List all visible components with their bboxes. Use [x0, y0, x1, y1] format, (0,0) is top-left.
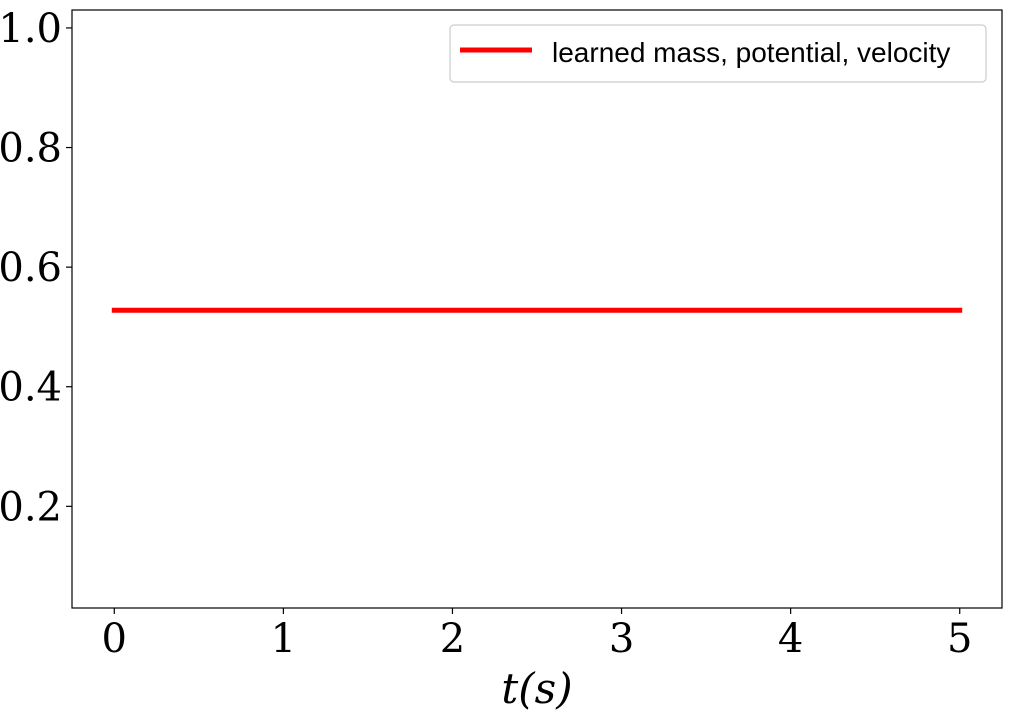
- x-tick-label: 4: [778, 616, 803, 662]
- x-tick-label: 1: [271, 616, 296, 662]
- y-tick-label: 0.6: [0, 245, 62, 291]
- x-tick-label: 3: [609, 616, 634, 662]
- x-tick-label: 2: [440, 616, 465, 662]
- y-tick-label: 0.2: [0, 484, 62, 530]
- x-tick-label: 0: [102, 616, 127, 662]
- legend-label: learned mass, potential, velocity: [552, 37, 950, 68]
- y-tick-label: 0.4: [0, 365, 62, 411]
- x-tick-label: 5: [947, 616, 972, 662]
- legend-box: [449, 24, 987, 83]
- legend: learned mass, potential, velocity: [449, 24, 987, 83]
- x-axis-label: t(s): [501, 664, 572, 713]
- y-tick-label: 1.0: [0, 6, 62, 52]
- y-tick-label: 0.8: [0, 126, 62, 172]
- y-axis-ticks: 0.2 0.4 0.6 0.8 1.0: [0, 6, 72, 530]
- plot-frame: [71, 9, 1003, 609]
- x-axis-ticks: 0 1 2 3 4 5: [102, 608, 972, 662]
